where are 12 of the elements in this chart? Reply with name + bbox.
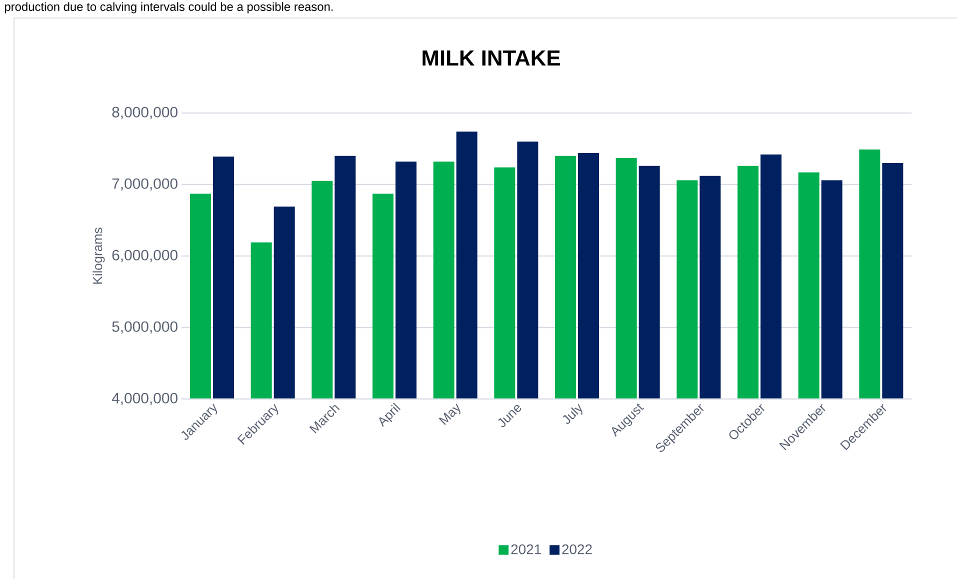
y-tick-label: 7,000,000 <box>112 178 178 191</box>
y-tick-label: 6,000,000 <box>112 250 178 262</box>
y-tick-label: 5,000,000 <box>112 321 178 334</box>
chart-title: MILK INTAKE <box>422 50 560 66</box>
x-tick-label: July <box>562 404 582 424</box>
x-tick-label: May <box>438 404 460 425</box>
text: production due to calving intervals could be a possible reason. <box>4 2 333 14</box>
y-tick-label: 4,000,000 <box>112 392 178 406</box>
legend-label: 2022 <box>562 544 592 554</box>
y-axis-title: Kilograms <box>92 228 105 284</box>
y-tick-label: 8,000,000 <box>112 106 178 120</box>
legend-label: 2021 <box>511 544 541 554</box>
